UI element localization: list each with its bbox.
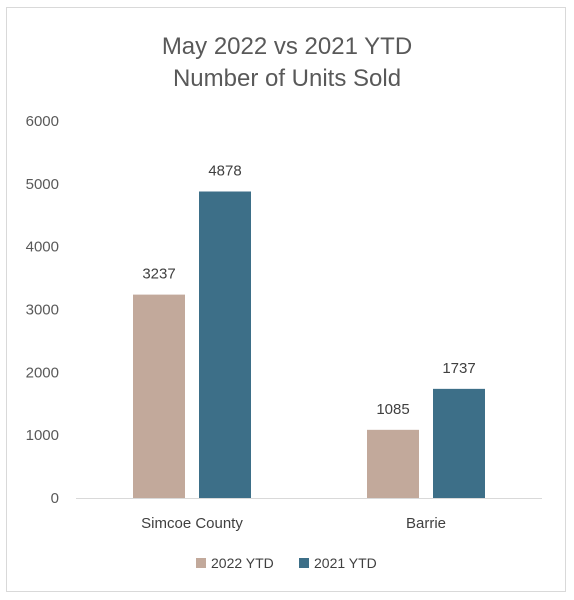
legend: 2022 YTD 2021 YTD — [196, 555, 377, 571]
y-tick-label: 3000 — [26, 302, 59, 319]
data-label: 1737 — [442, 360, 475, 377]
data-label: 1085 — [376, 401, 409, 418]
legend-swatch — [299, 558, 309, 568]
y-tick-label: 5000 — [26, 176, 59, 193]
x-category-label: Simcoe County — [141, 515, 243, 532]
data-labels: 3237 4878 1085 1737 — [142, 162, 475, 417]
bar — [133, 294, 185, 498]
bar — [433, 388, 485, 498]
legend-label: 2022 YTD — [211, 555, 274, 571]
data-label: 4878 — [208, 162, 241, 179]
bar — [199, 191, 251, 498]
x-axis: Simcoe County Barrie — [76, 498, 542, 532]
bar-series — [133, 191, 485, 498]
y-axis: 0 1000 2000 3000 4000 5000 6000 — [26, 113, 59, 507]
y-tick-label: 2000 — [26, 364, 59, 381]
x-category-label: Barrie — [406, 515, 446, 532]
legend-swatch — [196, 558, 206, 568]
y-tick-label: 1000 — [26, 427, 59, 444]
chart-title-line-1: May 2022 vs 2021 YTD — [162, 33, 412, 60]
y-tick-label: 6000 — [26, 113, 59, 130]
chart-title-line-2: Number of Units Sold — [173, 65, 401, 92]
y-tick-label: 4000 — [26, 239, 59, 256]
bar — [367, 429, 419, 498]
y-tick-label: 0 — [51, 490, 59, 507]
legend-label: 2021 YTD — [314, 555, 377, 571]
data-label: 3237 — [142, 266, 175, 283]
